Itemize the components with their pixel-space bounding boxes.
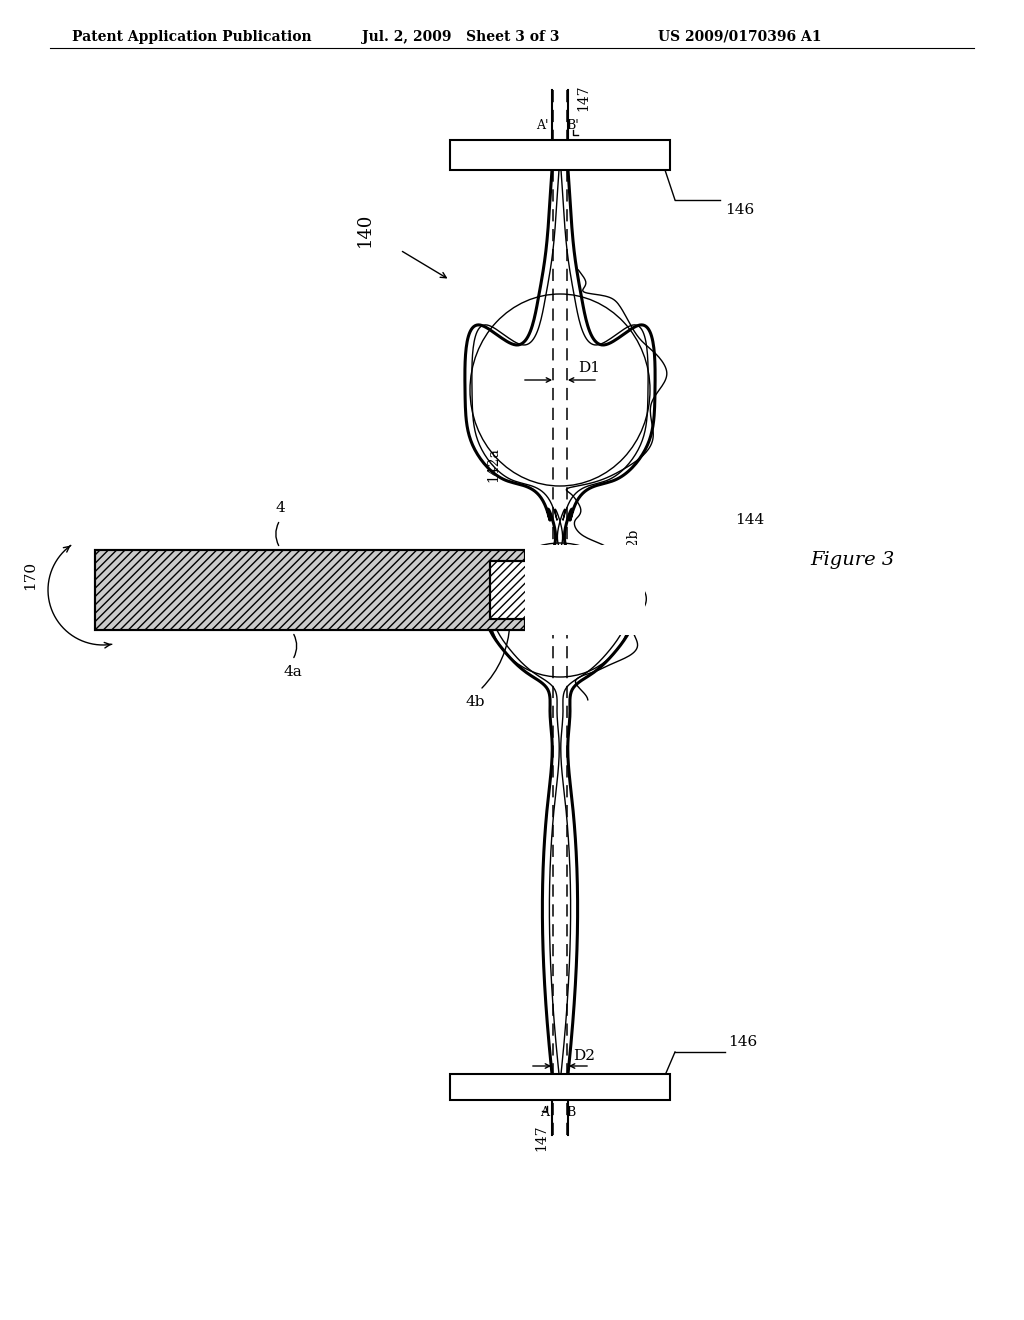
Text: Jul. 2, 2009   Sheet 3 of 3: Jul. 2, 2009 Sheet 3 of 3 <box>362 30 559 44</box>
Bar <box>450 1074 670 1100</box>
Text: 144: 144 <box>735 513 764 527</box>
Text: 142b: 142b <box>625 527 639 562</box>
Text: 146: 146 <box>728 1035 758 1049</box>
Text: 4a: 4a <box>283 665 302 678</box>
Text: 146: 146 <box>725 203 755 216</box>
Text: B': B' <box>566 119 579 132</box>
Text: D1: D1 <box>578 360 600 375</box>
Text: US 2009/0170396 A1: US 2009/0170396 A1 <box>658 30 821 44</box>
Text: A: A <box>540 1106 549 1119</box>
Text: 142a: 142a <box>486 447 500 482</box>
Text: 4b: 4b <box>465 696 484 709</box>
Bar <box>450 140 670 170</box>
Text: B: B <box>566 1106 575 1119</box>
Bar <box>95 550 525 630</box>
Text: 147: 147 <box>575 84 590 111</box>
Bar <box>490 561 530 619</box>
Text: 147: 147 <box>534 1125 548 1151</box>
Bar <box>525 545 645 635</box>
Text: D2: D2 <box>573 1049 595 1063</box>
Bar <box>490 561 530 619</box>
Bar <box>95 550 525 630</box>
Text: 140: 140 <box>356 213 374 247</box>
Text: Patent Application Publication: Patent Application Publication <box>72 30 311 44</box>
Text: A': A' <box>537 119 549 132</box>
Text: 170: 170 <box>23 561 37 590</box>
Text: 4: 4 <box>275 502 285 515</box>
Text: Figure 3: Figure 3 <box>810 550 894 569</box>
